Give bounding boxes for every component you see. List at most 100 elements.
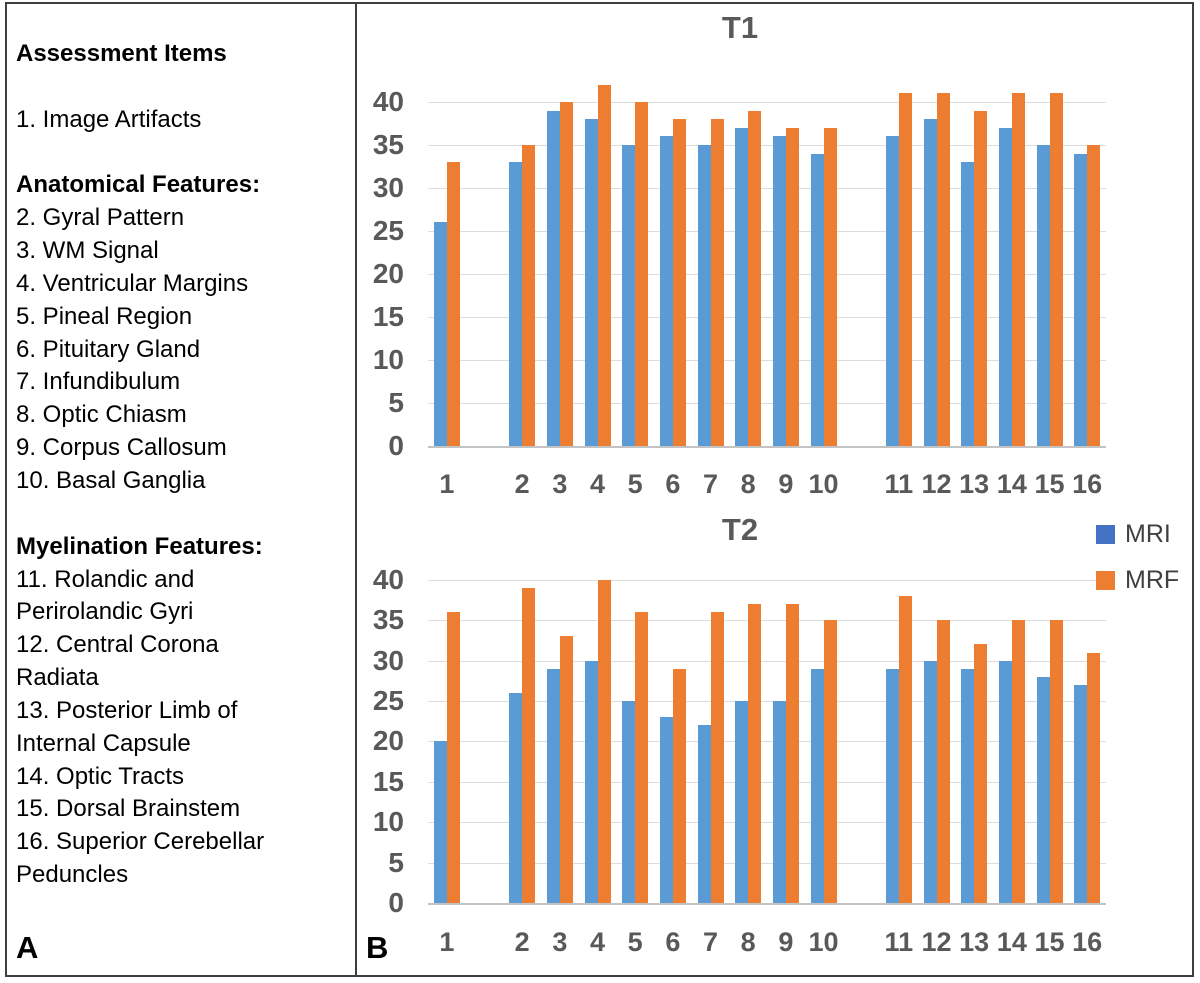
chart-title-t2: T2 [721,512,759,547]
bar-t1-mri-10 [810,153,824,446]
bar-t2-mri-1 [433,741,447,903]
assessment-item-line: 6. Pituitary Gland [16,335,201,363]
bar-t1-mrf-12 [936,93,950,446]
x-axis-tick-label: 6 [665,469,681,499]
x-axis-tick-label: 7 [702,927,719,957]
bar-t1-mrf-15 [1049,93,1063,446]
gridline-40 [428,579,1106,581]
assessment-item-line [16,137,348,170]
panel-divider [355,2,357,975]
gridline-40 [428,102,1106,103]
bar-t2-mrf-13 [974,644,988,903]
bar-t1-mrf-7 [710,119,724,446]
y-axis-tick-label: 40 [372,563,404,595]
x-axis-tick-label: 1 [439,927,455,957]
bar-t2-mri-7 [697,725,711,903]
chart-legend: MRI MRF [1096,520,1182,616]
bar-t2-mri-8 [735,701,749,903]
y-axis-tick-label: 0 [388,430,404,461]
bar-t2-mrf-4 [597,579,611,903]
bar-t1-mrf-14 [1011,93,1025,446]
bar-t2-mri-11 [885,668,899,903]
y-axis-tick-label: 40 [372,86,404,117]
bar-t2-mri-5 [622,701,636,903]
bar-t1-mrf-13 [974,110,988,446]
bar-t2-mri-12 [923,660,937,903]
bar-t1-mri-7 [697,145,711,446]
assessment-item-line: 13. Posterior Limb of [16,696,238,724]
bar-t2-mri-4 [584,660,598,903]
gridline-0 [428,446,1106,448]
bar-t1-mri-8 [735,127,749,446]
y-axis-tick-label: 0 [388,887,404,918]
figure-border [5,2,1194,977]
bar-t1-mri-3 [546,110,560,446]
bar-t1-mrf-1 [446,162,460,446]
gridline-5 [428,862,1106,864]
x-axis-tick-label: 2 [514,927,530,957]
bar-t1-mrf-16 [1087,145,1101,446]
x-axis-tick-label: 5 [627,927,643,957]
gridline-20 [428,741,1106,743]
gridline-20 [428,274,1106,275]
x-axis-tick-label: 11 [884,469,914,499]
chart-title-t1: T1 [721,10,759,45]
assessment-item-line: 3. WM Signal [16,237,159,265]
bar-t1-mri-11 [885,136,899,446]
assessment-item-line: Internal Capsule [16,729,191,757]
x-axis-tick-label: 12 [921,469,952,499]
bar-t2-mri-16 [1074,684,1088,903]
gridline-25 [428,231,1106,232]
y-axis-tick-label: 35 [372,129,404,160]
bar-t2-mrf-3 [559,636,573,903]
bar-t2-mrf-8 [748,604,762,903]
bar-t2-mrf-9 [785,604,799,903]
x-axis-tick-label: 3 [552,469,568,499]
y-axis-tick-label: 10 [372,344,404,375]
bar-t2-mri-14 [998,660,1012,903]
gridline-10 [428,822,1106,824]
x-axis-tick-label: 4 [589,469,606,499]
bar-t2-mrf-15 [1049,620,1063,903]
assessment-item-line: 1. Image Artifacts [16,105,202,133]
x-axis-tick-label: 16 [1072,927,1103,957]
legend-item-mrf: MRF [1096,568,1180,593]
assessment-item-line [16,498,348,531]
bar-t2-mrf-6 [672,668,686,903]
legend-swatch-mri [1096,525,1115,544]
y-axis-tick-label: 15 [372,301,404,332]
assessment-item-line: 15. Dorsal Brainstem [16,795,241,823]
assessment-item-line: 12. Central Corona [16,631,219,659]
gridline-10 [428,360,1106,361]
bar-t1-mri-13 [961,162,975,446]
assessment-item-line: Perirolandic Gyri [16,598,194,626]
bar-t2-mri-3 [546,668,560,903]
gridline-25 [428,701,1106,702]
x-axis-tick-label: 10 [808,927,839,957]
bar-t2-mrf-10 [823,620,837,903]
bar-t2-mri-2 [509,692,523,903]
bar-t2-mrf-1 [446,612,460,903]
y-axis-tick-label: 20 [372,725,404,757]
x-axis-tick-label: 8 [740,469,756,499]
bar-t1-mrf-4 [597,84,611,446]
bar-t1-mrf-11 [898,93,912,446]
bar-t1-mri-4 [584,119,598,446]
gridline-30 [428,188,1106,189]
x-axis-tick-label: 9 [778,927,794,957]
x-axis-tick-label: 15 [1034,469,1065,499]
legend-label: MRI [1125,520,1171,548]
assessment-item-line: 5. Pineal Region [16,302,193,330]
bar-t2-mrf-7 [710,612,724,903]
gridline-35 [428,145,1106,146]
bar-t1-mri-9 [772,136,786,446]
x-axis-tick-label: 7 [702,469,719,499]
y-axis-tick-label: 35 [372,604,404,636]
bar-t1-mri-15 [1036,145,1050,446]
assessment-items-panel: Assessment Items 1. Image Artifacts Anatom… [16,38,348,892]
gridline-15 [428,781,1106,783]
bar-t2-mrf-11 [898,595,912,903]
legend-item-mri: MRI [1096,520,1180,548]
gridline-5 [428,403,1106,404]
assessment-item-line: Anatomical Features: [16,171,261,199]
